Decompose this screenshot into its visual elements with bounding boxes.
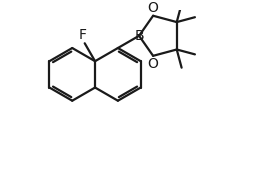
Text: B: B (134, 29, 144, 43)
Text: F: F (79, 28, 87, 42)
Text: O: O (148, 1, 158, 15)
Text: O: O (148, 57, 158, 71)
